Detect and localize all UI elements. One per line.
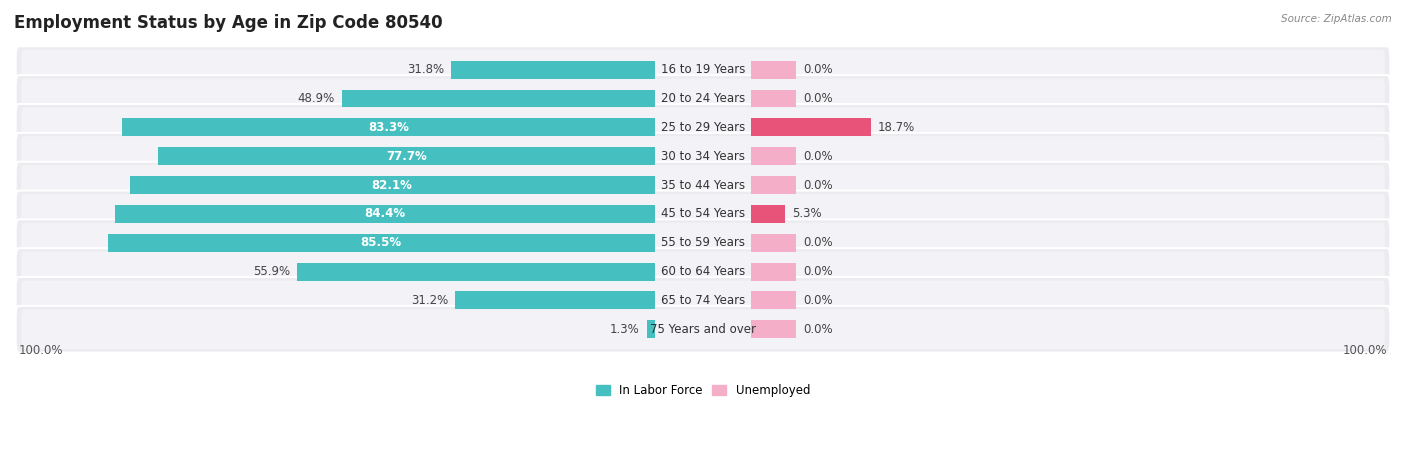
Text: 83.3%: 83.3% <box>368 121 409 134</box>
Text: Source: ZipAtlas.com: Source: ZipAtlas.com <box>1281 14 1392 23</box>
Text: 1.3%: 1.3% <box>610 323 640 336</box>
Text: 100.0%: 100.0% <box>1343 345 1388 357</box>
Text: 85.5%: 85.5% <box>361 236 402 249</box>
Text: 20 to 24 Years: 20 to 24 Years <box>661 92 745 105</box>
Bar <box>751 147 796 165</box>
Bar <box>108 234 655 252</box>
Bar <box>751 291 796 309</box>
Bar <box>751 205 785 223</box>
Bar <box>129 176 655 194</box>
Text: 45 to 54 Years: 45 to 54 Years <box>661 207 745 221</box>
Text: Employment Status by Age in Zip Code 80540: Employment Status by Age in Zip Code 805… <box>14 14 443 32</box>
FancyBboxPatch shape <box>15 161 1391 208</box>
FancyBboxPatch shape <box>21 309 1385 349</box>
FancyBboxPatch shape <box>15 46 1391 93</box>
Bar <box>451 61 655 78</box>
Bar <box>342 90 655 107</box>
Bar <box>751 119 870 136</box>
Text: 55 to 59 Years: 55 to 59 Years <box>661 236 745 249</box>
FancyBboxPatch shape <box>21 165 1385 205</box>
Bar <box>751 61 796 78</box>
FancyBboxPatch shape <box>21 223 1385 262</box>
FancyBboxPatch shape <box>15 104 1391 151</box>
Text: 0.0%: 0.0% <box>803 179 832 192</box>
Text: 55.9%: 55.9% <box>253 265 290 278</box>
Text: 0.0%: 0.0% <box>803 236 832 249</box>
Bar <box>297 262 655 281</box>
Text: 5.3%: 5.3% <box>792 207 821 221</box>
Text: 65 to 74 Years: 65 to 74 Years <box>661 294 745 307</box>
FancyBboxPatch shape <box>21 281 1385 320</box>
FancyBboxPatch shape <box>15 277 1391 324</box>
Text: 31.2%: 31.2% <box>411 294 449 307</box>
Bar <box>751 320 796 338</box>
Bar <box>751 90 796 107</box>
FancyBboxPatch shape <box>15 248 1391 295</box>
FancyBboxPatch shape <box>15 306 1391 353</box>
Bar <box>456 291 655 309</box>
Text: 0.0%: 0.0% <box>803 323 832 336</box>
Bar <box>751 234 796 252</box>
FancyBboxPatch shape <box>15 133 1391 179</box>
FancyBboxPatch shape <box>15 219 1391 266</box>
FancyBboxPatch shape <box>15 190 1391 237</box>
Legend: In Labor Force, Unemployed: In Labor Force, Unemployed <box>591 379 815 401</box>
Bar <box>122 119 655 136</box>
Text: 75 Years and over: 75 Years and over <box>650 323 756 336</box>
Text: 25 to 29 Years: 25 to 29 Years <box>661 121 745 134</box>
Text: 0.0%: 0.0% <box>803 150 832 163</box>
FancyBboxPatch shape <box>21 50 1385 90</box>
Text: 60 to 64 Years: 60 to 64 Years <box>661 265 745 278</box>
Bar <box>647 320 655 338</box>
FancyBboxPatch shape <box>15 75 1391 122</box>
FancyBboxPatch shape <box>21 78 1385 119</box>
Text: 100.0%: 100.0% <box>18 345 63 357</box>
Text: 0.0%: 0.0% <box>803 265 832 278</box>
Text: 18.7%: 18.7% <box>877 121 915 134</box>
Text: 0.0%: 0.0% <box>803 92 832 105</box>
Text: 31.8%: 31.8% <box>408 63 444 76</box>
Text: 30 to 34 Years: 30 to 34 Years <box>661 150 745 163</box>
Text: 35 to 44 Years: 35 to 44 Years <box>661 179 745 192</box>
Text: 0.0%: 0.0% <box>803 63 832 76</box>
Bar <box>751 176 796 194</box>
Bar <box>751 262 796 281</box>
FancyBboxPatch shape <box>21 136 1385 176</box>
Text: 48.9%: 48.9% <box>298 92 335 105</box>
Text: 0.0%: 0.0% <box>803 294 832 307</box>
Text: 16 to 19 Years: 16 to 19 Years <box>661 63 745 76</box>
Bar <box>157 147 655 165</box>
FancyBboxPatch shape <box>21 252 1385 291</box>
FancyBboxPatch shape <box>21 107 1385 147</box>
FancyBboxPatch shape <box>21 194 1385 234</box>
Text: 82.1%: 82.1% <box>371 179 412 192</box>
Bar <box>115 205 655 223</box>
Text: 84.4%: 84.4% <box>364 207 405 221</box>
Text: 77.7%: 77.7% <box>385 150 426 163</box>
